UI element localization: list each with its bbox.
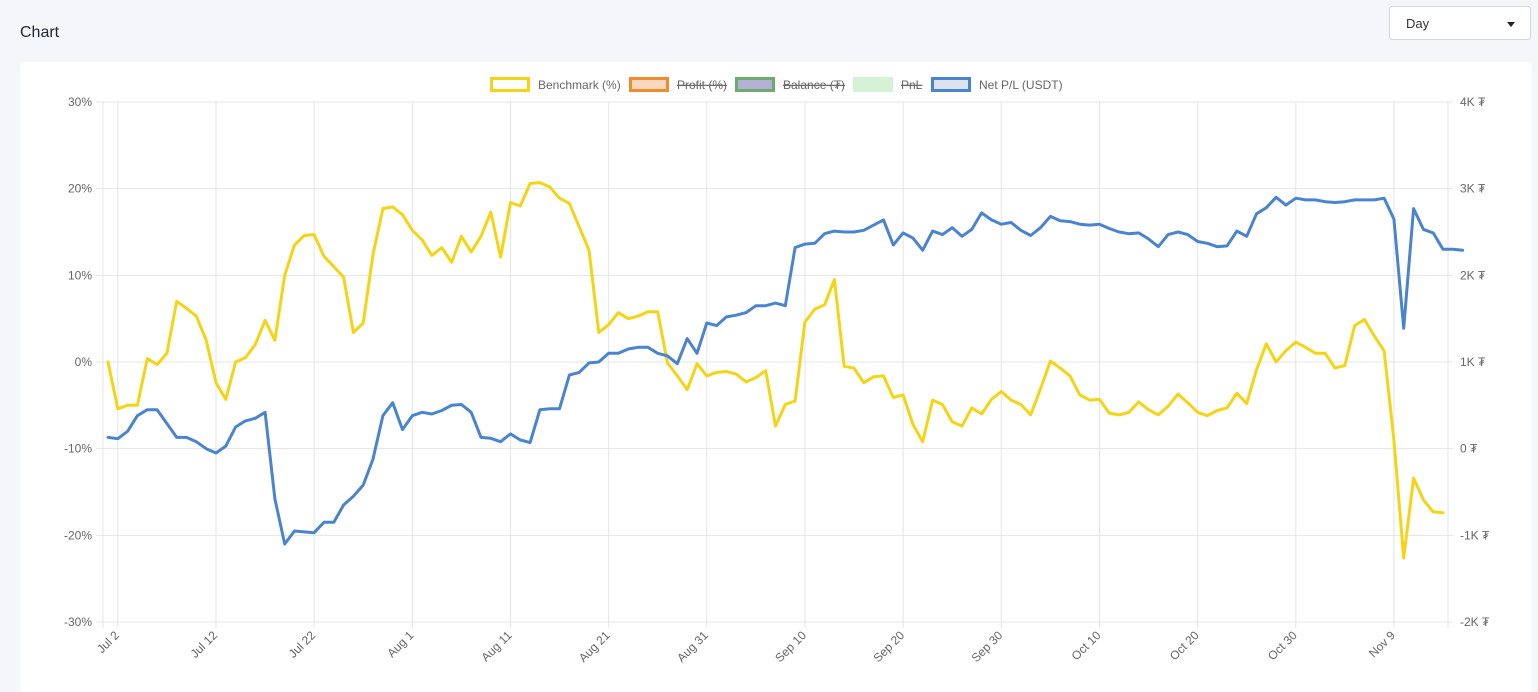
x-tick-label: Aug 21 — [576, 628, 613, 665]
x-tick-label: Jul 22 — [286, 628, 319, 661]
y-right-tick-label: 3K ₮ — [1460, 182, 1486, 196]
x-tick-label: Oct 10 — [1069, 628, 1104, 663]
chart-card: Benchmark (%) Profit (%) Balance (₮) PnL Net… — [20, 62, 1532, 692]
chart-grid — [96, 101, 1453, 628]
x-tick-label: Sep 20 — [870, 628, 907, 665]
chart-lines — [106, 181, 1465, 560]
page-title: Chart — [20, 24, 60, 41]
legend-swatch — [629, 77, 669, 92]
period-select-value: Day — [1406, 16, 1430, 31]
legend-item[interactable]: Net P/L (USDT) — [931, 77, 1063, 92]
legend-item[interactable]: Profit (%) — [629, 77, 728, 92]
legend-swatch — [735, 77, 775, 92]
x-tick-label: Jul 12 — [188, 628, 221, 661]
x-tick-label: Sep 30 — [969, 628, 1006, 665]
legend-label: Balance (₮) — [783, 78, 845, 92]
x-tick-label: Oct 30 — [1265, 628, 1300, 663]
series-line-benchmark — [106, 181, 1445, 560]
y-axis-left: 30% 20% 10% 0% -10% -20% -30% — [64, 95, 92, 629]
x-tick-label: Sep 10 — [772, 628, 809, 665]
y-right-tick-label: 1K ₮ — [1460, 355, 1486, 369]
y-right-tick-label: 4K ₮ — [1460, 95, 1486, 109]
y-right-tick-label: -1K ₮ — [1460, 528, 1490, 542]
y-right-tick-label: 0 ₮ — [1460, 442, 1478, 456]
y-left-tick-label: 0% — [75, 355, 93, 369]
legend-swatch — [853, 77, 893, 92]
legend-swatch — [490, 77, 530, 92]
x-tick-label: Aug 1 — [384, 628, 416, 660]
x-tick-label: Nov 9 — [1366, 628, 1398, 660]
legend-label: Benchmark (%) — [538, 78, 621, 92]
legend-swatch — [931, 77, 971, 92]
y-left-tick-label: -10% — [64, 442, 92, 456]
net-pl-chart: Benchmark (%) Profit (%) Balance (₮) PnL Net… — [64, 77, 1490, 665]
legend-label: PnL — [901, 78, 923, 92]
y-left-tick-label: -30% — [64, 615, 92, 629]
y-left-tick-label: 30% — [68, 95, 92, 109]
chevron-down-icon — [1507, 22, 1515, 27]
y-left-tick-label: 10% — [68, 268, 92, 282]
x-tick-label: Aug 11 — [478, 628, 514, 664]
legend-item[interactable]: Benchmark (%) — [490, 77, 621, 92]
period-select[interactable]: Day — [1389, 6, 1531, 40]
legend-label: Net P/L (USDT) — [979, 78, 1063, 92]
x-tick-label: Jul 2 — [94, 628, 122, 656]
y-right-tick-label: -2K ₮ — [1460, 615, 1490, 629]
x-tick-label: Aug 31 — [674, 628, 711, 665]
y-axis-right: 4K ₮ 3K ₮ 2K ₮ 1K ₮ 0 ₮ -1K ₮ -2K ₮ — [1460, 95, 1490, 629]
chart-legend: Benchmark (%) Profit (%) Balance (₮) PnL Net… — [490, 77, 1063, 92]
x-tick-label: Oct 20 — [1167, 628, 1202, 663]
x-axis: Jul 2 Jul 12 Jul 22 Aug 1 Aug 11 Aug 21 Aug 31… — [94, 628, 1398, 665]
legend-label: Profit (%) — [677, 78, 727, 92]
legend-item[interactable]: Balance (₮) — [735, 77, 846, 92]
series-line-net-pl — [106, 195, 1465, 546]
y-right-tick-label: 2K ₮ — [1460, 268, 1486, 282]
y-left-tick-label: 20% — [68, 182, 92, 196]
y-left-tick-label: -20% — [64, 528, 92, 542]
legend-item[interactable]: PnL — [853, 77, 923, 92]
